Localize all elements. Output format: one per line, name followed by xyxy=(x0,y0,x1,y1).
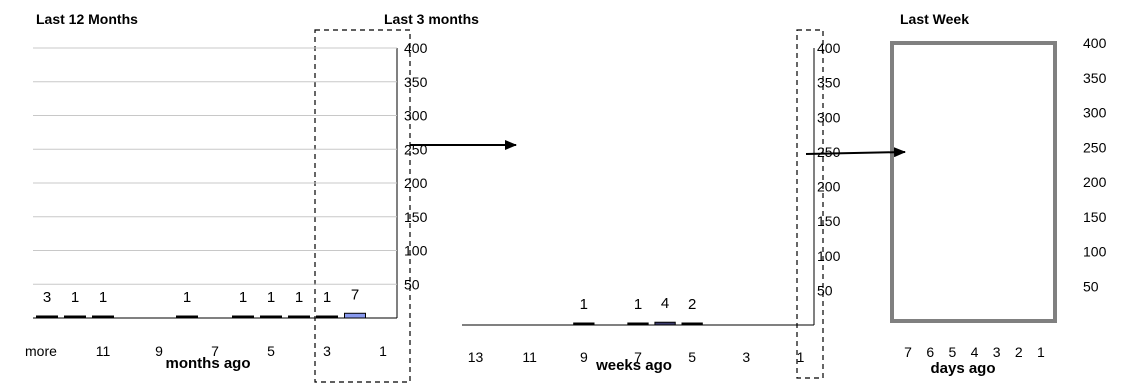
chart-weeks-bar xyxy=(681,322,703,326)
chart-months-x-tick-label: 3 xyxy=(323,343,331,359)
chart-days-x-tick-label: 5 xyxy=(948,344,956,360)
chart-weeks-y-tick-label: 200 xyxy=(817,179,841,195)
chart-title-last-12-months: Last 12 Months xyxy=(36,11,138,27)
chart-days-x-tick-label: 2 xyxy=(1015,344,1023,360)
chart-months-data-label: 7 xyxy=(351,286,359,303)
chart-months-bar xyxy=(344,312,366,319)
highlight-box-last-week xyxy=(796,29,824,379)
chart-months-data-label: 1 xyxy=(99,289,107,306)
chart-weeks-data-label: 1 xyxy=(580,296,588,313)
chart-days-y-tick-label: 100 xyxy=(1083,244,1107,260)
chart-months-data-label: 1 xyxy=(323,289,331,306)
chart-days-x-tick-label: 7 xyxy=(904,344,912,360)
chart-days-y-tick-label: 350 xyxy=(1083,70,1107,86)
chart-months-y-tick-label: 50 xyxy=(404,276,420,292)
chart-weeks-x-tick-label: 9 xyxy=(580,349,588,365)
chart-months-y-tick-label: 150 xyxy=(404,209,428,225)
chart-days-y-tick-label: 250 xyxy=(1083,139,1107,155)
chart-months-y-tick-label: 400 xyxy=(404,40,428,56)
chart-months-bar xyxy=(232,315,254,319)
chart-months-x-tick-label: 1 xyxy=(379,343,387,359)
chart-title-last-week: Last Week xyxy=(900,11,969,27)
chart-months-y-tick-label: 100 xyxy=(404,243,428,259)
chart-weeks-y-tick-label: 400 xyxy=(817,40,841,56)
chart-weeks-x-tick-label: 3 xyxy=(742,349,750,365)
chart-months-data-label: 1 xyxy=(183,289,191,306)
chart-months-x-tick-label: 5 xyxy=(267,343,275,359)
zoom-arrow-weeks-to-days xyxy=(805,147,906,158)
chart-weeks-x-tick-label: 11 xyxy=(522,349,537,365)
chart-months-x-title: months ago xyxy=(166,355,251,372)
chart-weeks-y-tick-label: 150 xyxy=(817,213,841,229)
chart-weeks-x-title: weeks ago xyxy=(595,357,672,374)
chart-months-data-label: 1 xyxy=(71,289,79,306)
chart-months-bar xyxy=(176,315,198,319)
chart-days-y-tick-label: 150 xyxy=(1083,209,1107,225)
chart-weeks-x-tick-label: 13 xyxy=(468,349,484,365)
chart-days-y-tick-label: 200 xyxy=(1083,174,1107,190)
chart-days-y-tick-label: 400 xyxy=(1083,35,1107,51)
chart-weeks-x-tick-label: 1 xyxy=(797,349,805,365)
chart-weeks-bar xyxy=(654,321,676,326)
chart-months-x-tick-label: 9 xyxy=(155,343,163,359)
chart-months-data-label: 1 xyxy=(295,289,303,306)
chart-months-y-tick-label: 250 xyxy=(404,141,428,157)
chart-months-data-label: 1 xyxy=(267,289,275,306)
chart-days-y-tick-label: 300 xyxy=(1083,105,1107,121)
chart-weeks-data-label: 4 xyxy=(661,295,669,312)
chart-weeks-y-tick-label: 250 xyxy=(817,144,841,160)
chart-weeks-y-tick-label: 300 xyxy=(817,109,841,125)
chart-months-bar xyxy=(64,315,86,319)
chart-months-bar xyxy=(316,315,338,319)
chart-months-data-label: 1 xyxy=(239,289,247,306)
chart-weeks-area xyxy=(462,48,815,326)
chart-weeks-y-tick-label: 350 xyxy=(817,75,841,91)
chart-months-x-tick-label: more xyxy=(25,343,57,359)
chart-days-x-tick-label: 1 xyxy=(1037,344,1045,360)
chart-days-x-tick-label: 4 xyxy=(971,344,979,360)
chart-weeks-data-label: 2 xyxy=(688,296,696,313)
chart-weeks-x-tick-label: 5 xyxy=(688,349,696,365)
chart-months-bar xyxy=(260,315,282,319)
chart-months-bar xyxy=(92,315,114,319)
chart-weeks-x-tick-label: 7 xyxy=(634,349,642,365)
chart-days-x-tick-label: 3 xyxy=(993,344,1001,360)
chart-weeks-data-label: 1 xyxy=(634,296,642,313)
chart-months-y-tick-label: 300 xyxy=(404,108,428,124)
chart-months-y-tick-label: 350 xyxy=(404,74,428,90)
chart-weeks-y-tick-label: 50 xyxy=(817,282,833,298)
chart-months-x-tick-label: 7 xyxy=(211,343,219,359)
chart-weeks-y-tick-label: 100 xyxy=(817,248,841,264)
chart-months-bar xyxy=(36,315,58,319)
chart-days-plot-frame xyxy=(890,41,1057,323)
chart-weeks-bar xyxy=(627,322,649,326)
chart-months-bar xyxy=(288,315,310,319)
chart-days-x-tick-label: 6 xyxy=(926,344,934,360)
chart-days-x-title: days ago xyxy=(930,360,995,377)
chart-months-x-tick-label: 11 xyxy=(96,343,111,359)
highlight-box-last-3-months xyxy=(314,29,411,383)
chart-title-last-3-months: Last 3 months xyxy=(384,11,479,27)
chart-weeks-bar xyxy=(573,322,595,326)
chart-months-data-label: 3 xyxy=(43,289,51,306)
chart-days-y-tick-label: 50 xyxy=(1083,278,1099,294)
chart-months-y-tick-label: 200 xyxy=(404,175,428,191)
